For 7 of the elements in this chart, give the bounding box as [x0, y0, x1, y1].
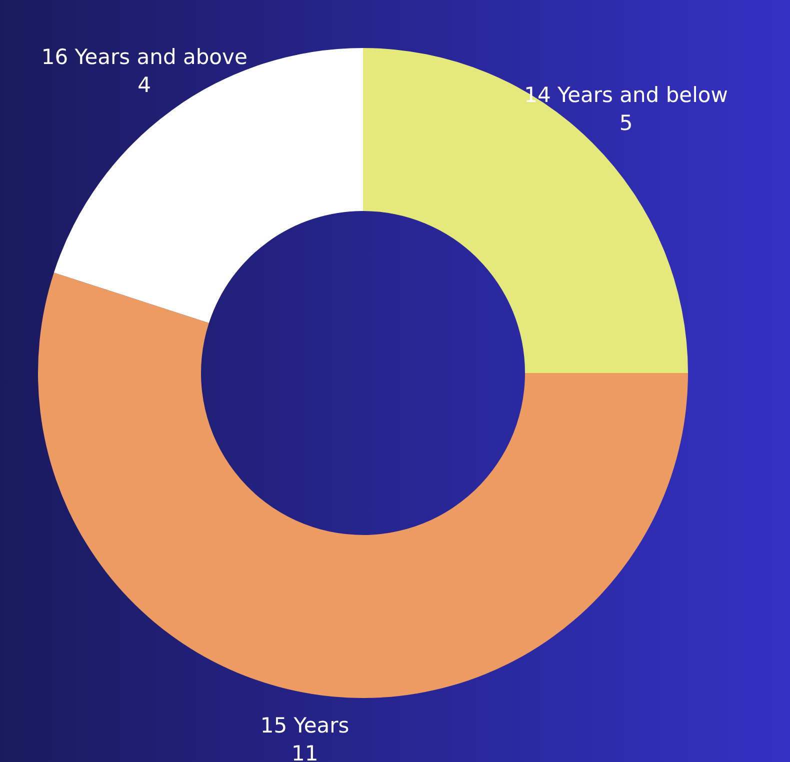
slice-label: 14 Years and below: [524, 82, 728, 107]
slice-label: 16 Years and above: [41, 45, 248, 70]
data-label: 11: [291, 741, 318, 762]
data-label: 5: [619, 110, 633, 135]
data-label: 4: [138, 73, 152, 98]
slice-label: 15 Years: [260, 713, 350, 738]
donut-slice: [38, 272, 688, 698]
